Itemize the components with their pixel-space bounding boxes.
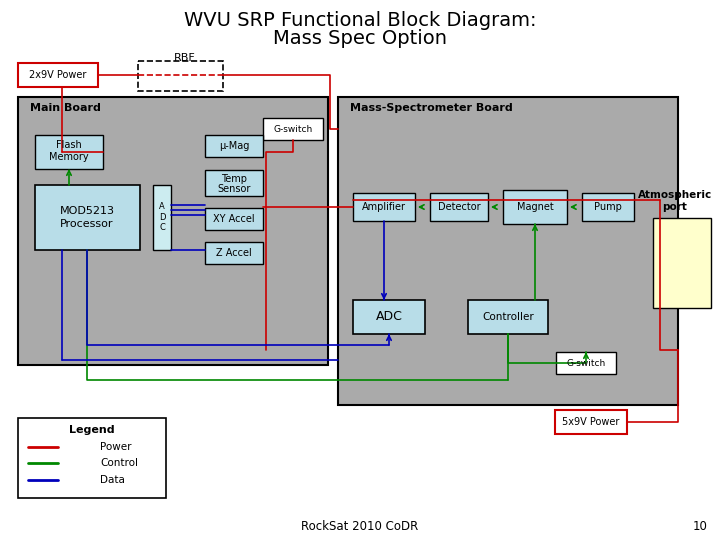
Bar (430, 193, 488, 221)
Bar (503, 190, 567, 224)
Bar (205, 170, 263, 196)
Text: Amplifier: Amplifier (362, 202, 406, 212)
Text: RBF: RBF (174, 53, 196, 63)
Bar (353, 300, 425, 334)
Text: Legend: Legend (69, 425, 114, 435)
Bar (582, 193, 634, 221)
Bar (153, 185, 171, 250)
Bar (35, 135, 103, 169)
Text: 5x9V Power: 5x9V Power (562, 417, 620, 427)
Text: Detector: Detector (438, 202, 480, 212)
Bar (555, 410, 627, 434)
Bar (556, 352, 616, 374)
Bar (18, 97, 328, 365)
Bar (205, 135, 263, 157)
Bar (138, 61, 223, 91)
Text: XY Accel: XY Accel (213, 214, 255, 224)
Text: 10: 10 (693, 519, 708, 532)
Bar (18, 63, 98, 87)
Text: Pump: Pump (594, 202, 622, 212)
Text: Controller: Controller (482, 312, 534, 322)
Text: A
D
C: A D C (158, 202, 166, 232)
Text: G-switch: G-switch (567, 359, 606, 368)
Text: Magnet: Magnet (517, 202, 554, 212)
Bar (468, 300, 548, 334)
Text: 2x9V Power: 2x9V Power (30, 70, 86, 80)
Bar (263, 118, 323, 140)
Text: Flash: Flash (56, 140, 82, 150)
Text: Main Board: Main Board (30, 103, 101, 113)
Bar (653, 218, 711, 308)
Text: Temp: Temp (221, 174, 247, 184)
Text: MOD5213: MOD5213 (60, 206, 114, 216)
Text: Processor: Processor (60, 219, 114, 229)
Text: ADC: ADC (376, 310, 402, 323)
Text: Sensor: Sensor (217, 184, 251, 194)
Bar (205, 242, 263, 264)
Text: WVU SRP Functional Block Diagram:: WVU SRP Functional Block Diagram: (184, 10, 536, 30)
Bar (18, 418, 166, 498)
Text: Data: Data (100, 475, 125, 485)
Bar (338, 97, 678, 405)
Text: Control: Control (100, 458, 138, 468)
Text: μ-Mag: μ-Mag (219, 141, 249, 151)
Bar (35, 185, 140, 250)
Text: Atmospheric: Atmospheric (638, 190, 712, 200)
Text: Memory: Memory (49, 152, 89, 162)
Text: RockSat 2010 CoDR: RockSat 2010 CoDR (302, 519, 418, 532)
Bar (353, 193, 415, 221)
Text: Z Accel: Z Accel (216, 248, 252, 258)
Bar (205, 208, 263, 230)
Text: port: port (662, 202, 688, 212)
Text: G-switch: G-switch (274, 125, 312, 133)
Text: Mass-Spectrometer Board: Mass-Spectrometer Board (350, 103, 513, 113)
Text: Power: Power (100, 442, 132, 452)
Text: Mass Spec Option: Mass Spec Option (273, 29, 447, 48)
